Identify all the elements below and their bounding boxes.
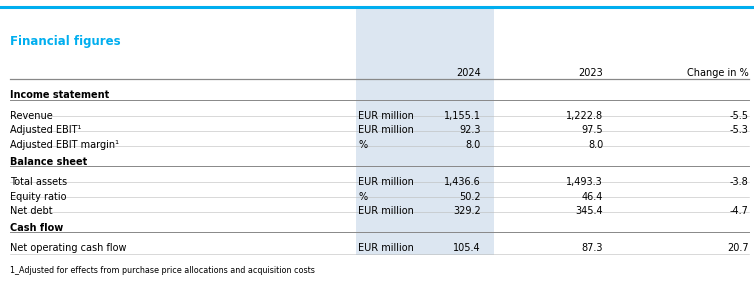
Text: Adjusted EBIT margin¹: Adjusted EBIT margin¹ [10, 140, 119, 150]
Text: 8.0: 8.0 [588, 140, 603, 150]
Text: Total assets: Total assets [10, 177, 67, 187]
Text: EUR million: EUR million [358, 111, 414, 120]
Text: 46.4: 46.4 [582, 192, 603, 202]
Text: Adjusted EBIT¹: Adjusted EBIT¹ [10, 125, 81, 135]
Text: 20.7: 20.7 [727, 243, 749, 253]
Text: 2023: 2023 [578, 68, 603, 78]
Text: 1,222.8: 1,222.8 [566, 111, 603, 120]
Text: Income statement: Income statement [10, 90, 109, 100]
Text: 2024: 2024 [456, 68, 481, 78]
Text: 92.3: 92.3 [459, 125, 481, 135]
Text: Net operating cash flow: Net operating cash flow [10, 243, 127, 253]
Text: -4.7: -4.7 [730, 206, 749, 216]
Text: Cash flow: Cash flow [10, 223, 63, 233]
Text: 87.3: 87.3 [581, 243, 603, 253]
Text: Financial figures: Financial figures [10, 35, 121, 48]
Text: Equity ratio: Equity ratio [10, 192, 66, 202]
Text: 329.2: 329.2 [453, 206, 481, 216]
Text: %: % [358, 192, 367, 202]
Text: 8.0: 8.0 [466, 140, 481, 150]
Text: EUR million: EUR million [358, 125, 414, 135]
Text: Balance sheet: Balance sheet [10, 157, 87, 167]
Text: -5.5: -5.5 [730, 111, 749, 120]
FancyBboxPatch shape [356, 7, 494, 255]
Text: Revenue: Revenue [10, 111, 53, 120]
Text: EUR million: EUR million [358, 206, 414, 216]
Text: EUR million: EUR million [358, 177, 414, 187]
Text: Net debt: Net debt [10, 206, 53, 216]
Text: 50.2: 50.2 [459, 192, 481, 202]
Text: -3.8: -3.8 [730, 177, 749, 187]
Text: %: % [358, 140, 367, 150]
Text: 97.5: 97.5 [581, 125, 603, 135]
Text: Change in %: Change in % [687, 68, 749, 78]
Text: 345.4: 345.4 [575, 206, 603, 216]
Text: 1,155.1: 1,155.1 [444, 111, 481, 120]
Text: 1_Adjusted for effects from purchase price allocations and acquisition costs: 1_Adjusted for effects from purchase pri… [10, 266, 314, 276]
Text: 1,436.6: 1,436.6 [444, 177, 481, 187]
Text: EUR million: EUR million [358, 243, 414, 253]
Text: -5.3: -5.3 [730, 125, 749, 135]
Text: 1,493.3: 1,493.3 [566, 177, 603, 187]
Text: 105.4: 105.4 [453, 243, 481, 253]
